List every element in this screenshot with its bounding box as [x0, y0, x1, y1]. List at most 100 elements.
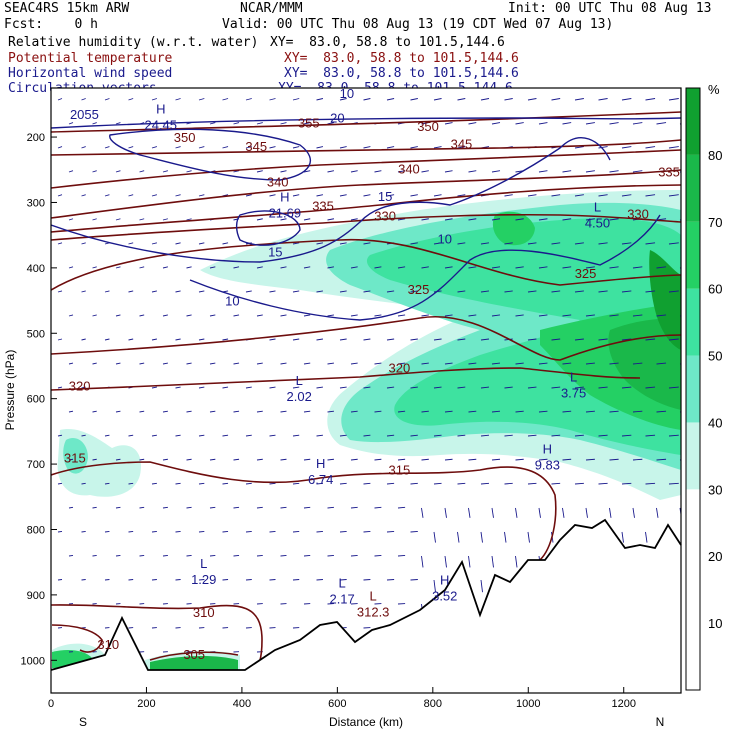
theta-contour-label: 340	[267, 175, 289, 190]
wind-vector	[128, 290, 134, 293]
wind-vector	[656, 314, 667, 317]
wind-vector	[162, 362, 168, 365]
wind-vector	[292, 338, 300, 341]
wind-vector	[198, 579, 205, 581]
wind-vector	[222, 482, 229, 485]
wind-vector	[175, 146, 181, 149]
wind-vector	[175, 338, 181, 341]
wind-vector	[363, 242, 371, 245]
wind-vector	[468, 266, 477, 269]
colorbar-swatch	[686, 355, 700, 423]
wind-vector	[57, 482, 63, 485]
wind-vector	[645, 146, 656, 149]
wind-vector	[186, 410, 192, 413]
wind-vector	[410, 482, 418, 485]
wind-vector	[585, 458, 595, 461]
wind-vector	[410, 386, 418, 389]
wind-vector	[186, 506, 192, 509]
wind-vector	[397, 506, 406, 509]
theta-310-surface-line	[51, 624, 103, 653]
wind-vector	[303, 458, 311, 461]
wind-vector	[444, 555, 447, 568]
wind-vector	[233, 555, 240, 557]
wind-vector	[386, 98, 395, 101]
wind-vector	[104, 434, 110, 437]
wind-vector	[151, 386, 157, 389]
wind-vector	[668, 434, 679, 437]
wind-vector	[68, 218, 74, 221]
wind-vector	[433, 434, 442, 437]
field-rh-xy: XY= 83.0, 58.8 to 101.5,144.6	[270, 35, 505, 50]
theta-contour-label: 345	[451, 137, 473, 152]
wind-vector	[491, 410, 501, 413]
theta-contour-label: 330	[374, 209, 396, 224]
wind-vector	[574, 146, 584, 149]
wind-vector	[233, 458, 240, 461]
theta-contour-label: 315	[64, 451, 86, 466]
wind-vector	[562, 218, 572, 221]
wind-vector	[468, 362, 477, 365]
wind-vector	[363, 146, 371, 149]
wind-vector	[350, 314, 358, 317]
wind-vector	[609, 218, 619, 221]
wind-vector	[598, 482, 608, 485]
wind-vector	[222, 338, 229, 341]
extremum-marker: L	[594, 200, 601, 215]
wind-vector	[115, 218, 121, 221]
wind-10-line	[189, 214, 661, 321]
wind-vector	[209, 362, 216, 365]
colorbar-tick-label: 80	[708, 148, 722, 163]
wind-vector	[316, 194, 324, 197]
wind-vector	[621, 242, 632, 245]
wind-vector	[104, 482, 110, 485]
wind-vector	[433, 338, 442, 341]
wind-vector	[339, 242, 347, 245]
wind-vector	[139, 170, 145, 173]
y-tick-label: 800	[27, 524, 45, 536]
theta-contour-label: 335	[312, 199, 334, 214]
wind-vector	[162, 506, 168, 509]
wind-vector	[269, 290, 276, 293]
wind-vector	[433, 386, 442, 389]
wind-vector	[621, 290, 632, 293]
wind-vector	[339, 146, 347, 149]
wind-vector	[480, 579, 483, 593]
wind-vector	[316, 434, 323, 437]
colorbar-tick-label: 60	[708, 282, 722, 297]
wind-vector	[632, 314, 643, 317]
wind-vector	[316, 482, 323, 485]
wind-vector	[421, 314, 429, 317]
wind-vector	[175, 290, 181, 293]
colorbar-swatch	[686, 422, 700, 490]
colorbar-tick-label: 20	[708, 549, 722, 564]
wind-vector	[527, 386, 537, 389]
wind-vector	[410, 146, 418, 149]
wind-vector	[374, 458, 382, 461]
terrain	[50, 518, 682, 700]
wind-vector	[491, 266, 501, 269]
colorbar-tick-label: 50	[708, 349, 722, 364]
wind-vector	[303, 362, 311, 365]
wind-vector	[527, 338, 537, 341]
wind-vector	[480, 242, 490, 245]
wind-20-line	[51, 117, 681, 129]
wind-vector	[139, 314, 145, 317]
wind-vector	[256, 170, 263, 173]
y-tick-label: 600	[27, 394, 45, 406]
y-axis-label: Pressure (hPa)	[3, 350, 17, 431]
colorbar-swatch	[686, 154, 700, 222]
wind-vector	[280, 314, 287, 317]
wind-vector	[621, 146, 632, 149]
wind-vector	[81, 290, 86, 293]
wind-vector	[104, 146, 110, 149]
wind-vector	[245, 434, 252, 437]
wind-vector	[480, 531, 483, 543]
model-name: SEAC4RS 15km ARW	[4, 1, 130, 16]
wind-vector	[104, 579, 110, 581]
wind-vector	[209, 506, 216, 509]
wind-vector	[104, 98, 110, 101]
wind-vector	[468, 458, 477, 461]
field-wind-xy: XY= 83.0, 58.8 to 101.5,144.6	[284, 66, 519, 81]
wind-vector	[316, 146, 324, 149]
wind-vector	[350, 410, 358, 413]
